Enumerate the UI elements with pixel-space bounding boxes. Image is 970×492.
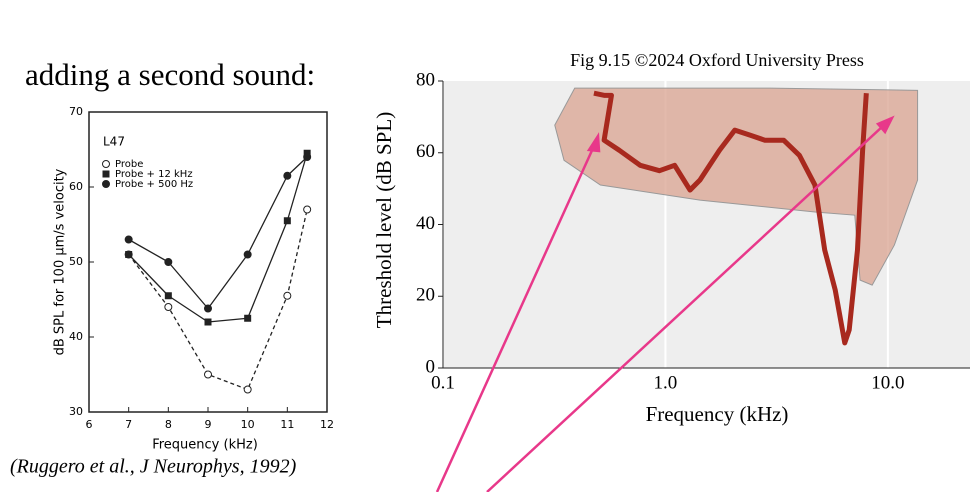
x-tick-label: 6 xyxy=(86,418,93,431)
tuning-region xyxy=(554,87,919,286)
legend-marker xyxy=(102,180,110,188)
y-tick-label: 40 xyxy=(416,213,435,234)
arrow xyxy=(486,125,884,492)
arrow xyxy=(435,145,596,492)
chart: 6 7 8 9 10 11 12 30 40 50 60 70 Frequency (kHz) dB SP… xyxy=(53,105,335,453)
heading: adding a second sound: xyxy=(25,57,315,92)
x-axis-label: Frequency (kHz) xyxy=(152,438,258,453)
x-tick-label: 0.1 xyxy=(431,372,455,393)
caption: (Ruggero et al., J Neurophys, 1992) xyxy=(10,456,297,478)
y-tick-label: 60 xyxy=(416,141,435,162)
marker xyxy=(303,153,312,161)
y-tick-label: 40 xyxy=(69,330,83,343)
marker xyxy=(303,205,312,214)
annotation: L47 xyxy=(103,135,125,149)
series-line xyxy=(593,90,869,346)
x-axis-label: Frequency (kHz) xyxy=(646,402,789,426)
x-tick-label: 8 xyxy=(165,418,172,431)
marker xyxy=(125,251,133,258)
x-tick-label: 9 xyxy=(205,418,212,431)
y-tick-label: 30 xyxy=(69,405,83,418)
legend-marker xyxy=(102,170,110,178)
series-line xyxy=(128,153,308,323)
marker xyxy=(164,258,173,266)
x-tick-label: 11 xyxy=(280,418,294,431)
x-tick-label: 10.0 xyxy=(871,372,904,393)
marker xyxy=(204,370,212,379)
y-tick-label: 70 xyxy=(69,105,83,118)
legend-label: Probe + 500 Hz xyxy=(115,179,193,190)
marker xyxy=(283,171,292,180)
y-tick-label: 0 xyxy=(426,356,436,377)
x-tick-label: 12 xyxy=(320,418,334,431)
chart: 0.1 1.0 10.0 0 20 40 60 80 Frequency (kHz) Thresh… xyxy=(372,50,970,426)
arrows xyxy=(435,115,895,492)
marker xyxy=(164,292,172,300)
marker xyxy=(244,314,252,322)
marker xyxy=(164,303,173,311)
legend-label: Probe xyxy=(115,159,143,170)
y-axis-label: dB SPL for 100 μm/s velocity xyxy=(53,168,68,355)
x-tick-label: 10 xyxy=(241,418,255,431)
marker xyxy=(204,318,212,326)
marker xyxy=(243,385,252,394)
y-axis-label: Threshold level (dB SPL) xyxy=(372,112,396,328)
x-tick-label: 7 xyxy=(125,418,132,431)
y-tick-label: 60 xyxy=(69,180,83,193)
marker xyxy=(124,235,133,244)
legend-label: Probe + 12 kHz xyxy=(115,169,193,180)
y-tick-label: 20 xyxy=(416,285,435,306)
y-tick-label: 50 xyxy=(69,255,83,268)
series-line xyxy=(128,156,308,310)
marker xyxy=(243,250,252,259)
series-line xyxy=(128,209,308,391)
y-tick-label: 80 xyxy=(416,69,435,90)
arrow-head xyxy=(875,115,895,135)
marker xyxy=(283,291,292,300)
x-tick-label: 1.0 xyxy=(654,372,678,393)
plot-frame xyxy=(88,111,328,413)
arrow-head xyxy=(586,132,601,153)
marker xyxy=(204,304,212,313)
chart-title: Fig 9.15 ©2024 Oxford University Press xyxy=(570,50,864,70)
marker xyxy=(283,217,291,225)
legend-marker xyxy=(102,160,110,168)
